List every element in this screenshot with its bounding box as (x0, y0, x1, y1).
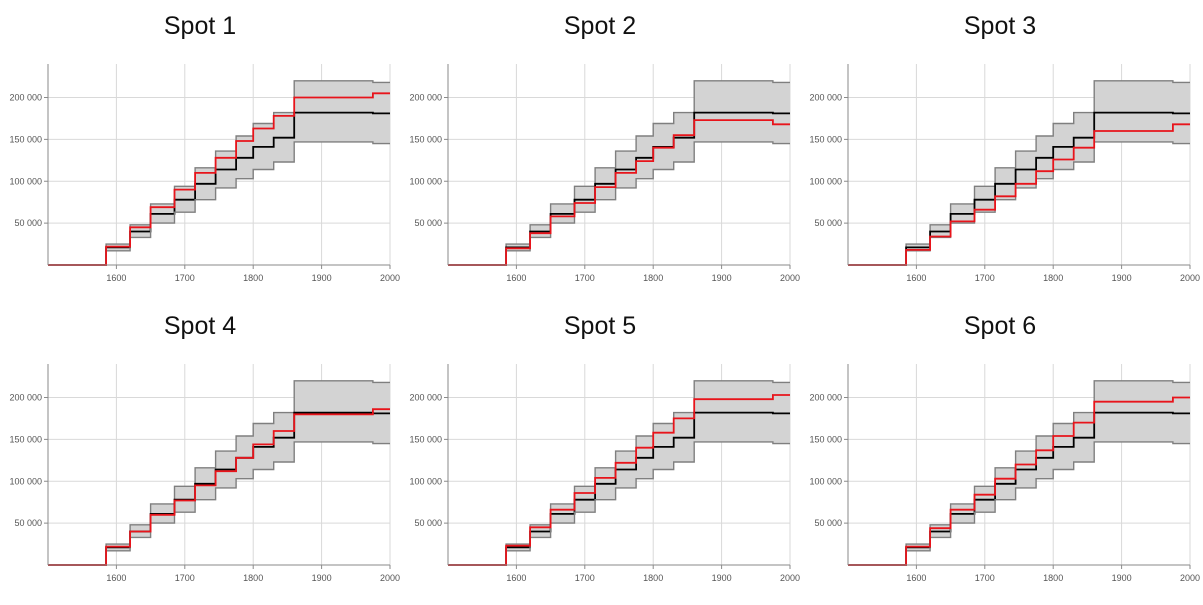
y-tick-label: 200 000 (809, 393, 842, 403)
plot-area: 1600 1700 1800 1900 2000 50 000 100 000 150 000… (809, 64, 1200, 283)
x-tick-label: 1600 (506, 273, 526, 283)
x-tick-label: 1600 (506, 573, 526, 583)
y-tick-label: 50 000 (414, 518, 442, 528)
x-tick-label: 1900 (1112, 273, 1132, 283)
x-tick-label: 1800 (643, 273, 663, 283)
x-tick-label: 1600 (106, 573, 126, 583)
x-tick-label: 1800 (643, 573, 663, 583)
x-tick-label: 1600 (906, 273, 926, 283)
confidence-band (848, 80, 1190, 265)
x-tick-label: 1700 (975, 273, 995, 283)
y-tick-label: 100 000 (9, 476, 42, 486)
chart-title: Spot 5 (563, 312, 637, 340)
x-tick-label: 1700 (175, 573, 195, 583)
y-tick-label: 150 000 (809, 434, 842, 444)
confidence-band (48, 80, 390, 265)
y-tick-label: 100 000 (9, 176, 42, 186)
x-tick-label: 2000 (1180, 273, 1200, 283)
y-tick-label: 50 000 (414, 218, 442, 228)
y-tick-label: 150 000 (9, 134, 42, 144)
y-tick-label: 200 000 (9, 393, 42, 403)
x-tick-label: 1700 (975, 573, 995, 583)
confidence-band (48, 380, 390, 565)
y-tick-label: 50 000 (14, 518, 42, 528)
y-tick-label: 200 000 (409, 93, 442, 103)
chart-panel-spot-3: Spot 3 1600 1700 1800 1900 2000 50 000 100 000… (800, 0, 1200, 300)
x-tick-label: 2000 (780, 573, 800, 583)
x-tick-label: 2000 (380, 573, 400, 583)
x-tick-label: 1700 (575, 573, 595, 583)
x-tick-label: 2000 (380, 273, 400, 283)
y-tick-label: 200 000 (9, 93, 42, 103)
chart-title: Spot 2 (563, 12, 637, 40)
chart-panel-spot-4: Spot 4 1600 1700 1800 1900 2000 50 000 100 000… (0, 300, 400, 600)
x-tick-label: 1800 (1043, 573, 1063, 583)
y-tick-label: 100 000 (809, 476, 842, 486)
spot-series-line (48, 92, 390, 266)
y-tick-label: 150 000 (409, 434, 442, 444)
chart-title: Spot 6 (963, 312, 1037, 340)
y-tick-label: 150 000 (409, 134, 442, 144)
y-tick-label: 50 000 (814, 218, 842, 228)
x-tick-label: 2000 (780, 273, 800, 283)
spot-series-line (48, 408, 390, 566)
chart-panel-spot-1: Spot 1 1600 1700 1800 1900 2000 50 000 100 000… (0, 0, 400, 300)
x-tick-label: 2000 (1180, 573, 1200, 583)
y-tick-label: 150 000 (9, 434, 42, 444)
x-tick-label: 1900 (1112, 573, 1132, 583)
x-tick-label: 1600 (106, 273, 126, 283)
x-tick-label: 1900 (312, 573, 332, 583)
x-tick-label: 1900 (712, 273, 732, 283)
chart-panel-spot-2: Spot 2 1600 1700 1800 1900 2000 50 000 100 000… (400, 0, 800, 300)
plot-area: 1600 1700 1800 1900 2000 50 000 100 000 150 000… (809, 364, 1200, 583)
spot-series-line (448, 119, 790, 266)
upper-bound-line (48, 380, 390, 566)
spot-series-line (848, 396, 1190, 566)
y-tick-label: 200 000 (809, 93, 842, 103)
spot-series-line (448, 394, 790, 566)
plot-area: 1600 1700 1800 1900 2000 50 000 100 000 150 000… (409, 364, 800, 583)
x-tick-label: 1900 (712, 573, 732, 583)
confidence-band (448, 380, 790, 565)
plot-area: 1600 1700 1800 1900 2000 50 000 100 000 150 000… (9, 364, 400, 583)
chart-title: Spot 1 (163, 12, 237, 40)
x-tick-label: 1800 (243, 573, 263, 583)
y-tick-label: 50 000 (14, 218, 42, 228)
spot-series-line (848, 123, 1190, 266)
y-tick-label: 150 000 (809, 134, 842, 144)
chart-panel-spot-5: Spot 5 1600 1700 1800 1900 2000 50 000 100 000… (400, 300, 800, 600)
y-tick-label: 100 000 (409, 176, 442, 186)
x-tick-label: 1600 (906, 573, 926, 583)
y-tick-label: 100 000 (409, 476, 442, 486)
y-tick-label: 50 000 (814, 518, 842, 528)
x-tick-label: 1900 (312, 273, 332, 283)
plot-area: 1600 1700 1800 1900 2000 50 000 100 000 150 000… (409, 64, 800, 283)
confidence-band (848, 380, 1190, 565)
upper-bound-line (848, 80, 1190, 266)
chart-panel-spot-6: Spot 6 1600 1700 1800 1900 2000 50 000 100 000… (800, 300, 1200, 600)
x-tick-label: 1800 (243, 273, 263, 283)
y-tick-label: 200 000 (409, 393, 442, 403)
chart-title: Spot 3 (963, 12, 1037, 40)
plot-area: 1600 1700 1800 1900 2000 50 000 100 000 150 000… (9, 64, 400, 283)
x-tick-label: 1700 (175, 273, 195, 283)
upper-bound-line (448, 80, 790, 266)
y-tick-label: 100 000 (809, 176, 842, 186)
chart-title: Spot 4 (163, 312, 237, 340)
x-tick-label: 1800 (1043, 273, 1063, 283)
x-tick-label: 1700 (575, 273, 595, 283)
